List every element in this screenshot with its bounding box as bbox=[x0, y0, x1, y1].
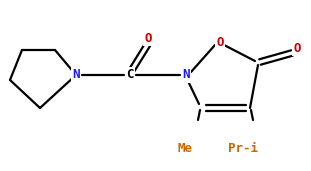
Text: N: N bbox=[182, 69, 190, 82]
Text: O: O bbox=[144, 31, 152, 44]
Text: Me: Me bbox=[178, 141, 193, 155]
Text: N: N bbox=[72, 69, 80, 82]
Text: O: O bbox=[293, 42, 301, 55]
Text: O: O bbox=[216, 36, 224, 49]
Text: C: C bbox=[126, 69, 134, 82]
Text: Pr-i: Pr-i bbox=[228, 141, 258, 155]
